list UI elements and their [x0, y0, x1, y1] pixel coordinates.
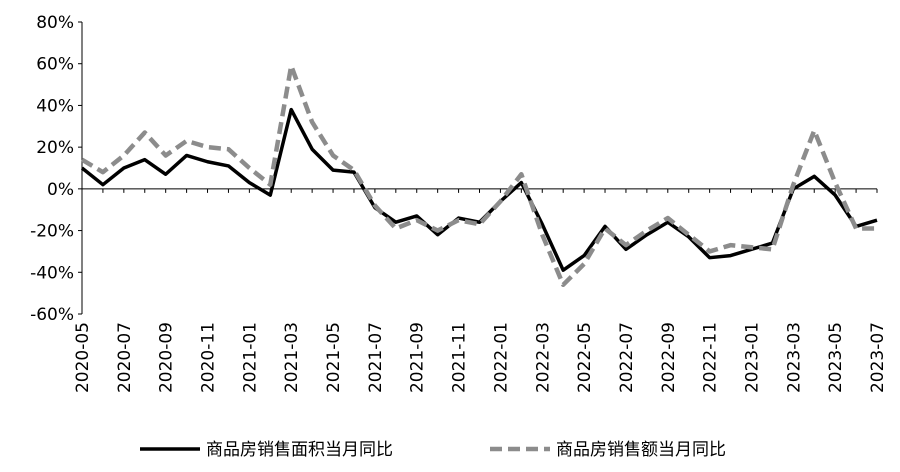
x-tick-label: 2023-01 [742, 322, 762, 393]
x-tick-label: 2021-07 [366, 322, 386, 393]
y-tick-label: 0% [47, 180, 74, 200]
x-tick-label: 2022-01 [491, 322, 511, 393]
x-tick-label: 2020-05 [73, 322, 93, 393]
y-tick-label: -20% [30, 222, 74, 242]
x-tick-label: 2021-03 [282, 322, 302, 393]
x-tick-label: 2022-11 [701, 322, 721, 393]
legend-label: 商品房销售额当月同比 [556, 440, 726, 460]
y-tick-label: 60% [36, 55, 74, 75]
legend-label: 商品房销售面积当月同比 [206, 440, 393, 460]
x-tick-label: 2023-05 [826, 322, 846, 393]
x-tick-label: 2021-01 [240, 322, 260, 393]
x-tick-label: 2022-05 [575, 322, 595, 393]
y-tick-label: 80% [36, 13, 74, 33]
x-tick-label: 2021-05 [324, 322, 344, 393]
x-tick-label: 2023-03 [784, 322, 804, 393]
x-tick-label: 2020-07 [115, 322, 135, 393]
y-tick-label: 20% [36, 138, 74, 158]
x-tick-label: 2021-09 [408, 322, 428, 393]
x-tick-label: 2022-07 [617, 322, 637, 393]
x-tick-label: 2023-07 [868, 322, 888, 393]
x-tick-label: 2022-09 [659, 322, 679, 393]
y-tick-label: 40% [36, 96, 74, 116]
y-tick-label: -60% [30, 305, 74, 325]
x-tick-label: 2020-11 [199, 322, 219, 393]
x-tick-label: 2022-03 [533, 322, 553, 393]
line-series [80, 107, 878, 272]
x-tick-label: 2020-09 [157, 322, 177, 393]
line-series [80, 63, 877, 288]
x-tick-label: 2021-11 [450, 322, 470, 393]
y-tick-label: -40% [30, 263, 74, 283]
